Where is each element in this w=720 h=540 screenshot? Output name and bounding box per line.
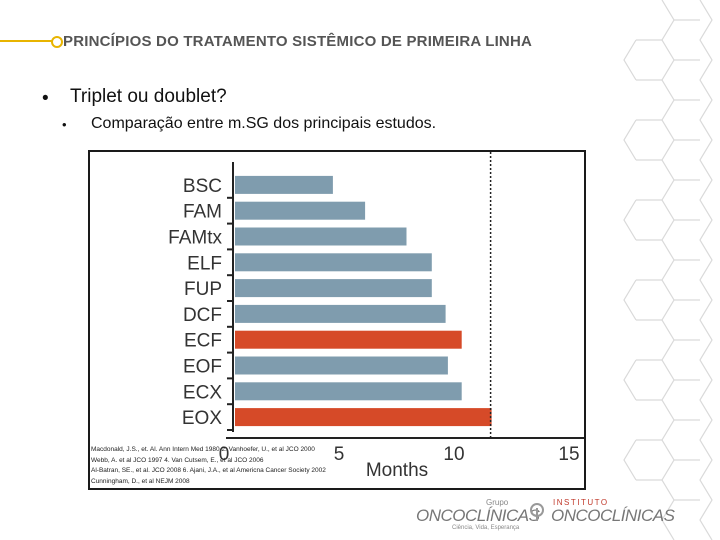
- bullet-main: Triplet ou doublet?: [70, 86, 227, 107]
- bar-elf: [235, 253, 432, 272]
- category-label: ECF: [184, 331, 222, 352]
- x-axis-label: Months: [366, 460, 428, 481]
- category-label: EOF: [183, 357, 222, 378]
- bullet-sub: Comparação entre m.SG dos principais est…: [91, 115, 437, 132]
- category-label: FAMtx: [168, 228, 222, 249]
- bar-famtx: [235, 227, 407, 246]
- reference-line: Al-Batran, SE., et al. JCO 2008 6. Ajani…: [91, 467, 326, 475]
- x-tick-label: 15: [558, 444, 579, 465]
- category-label: BSC: [183, 176, 222, 197]
- category-label: ECX: [183, 382, 222, 403]
- title-accent-line: [0, 40, 52, 42]
- reference-line: Webb, A. et al JCO 1997 4. Van Cutsem, E…: [91, 456, 264, 464]
- category-label: EOX: [182, 408, 222, 429]
- x-tick-label: 0: [219, 444, 230, 465]
- category-label: FAM: [183, 202, 222, 223]
- bar-ecx: [235, 382, 462, 401]
- title-accent-dot: [51, 36, 63, 48]
- category-label: FUP: [184, 279, 222, 300]
- bar-eox: [235, 408, 492, 427]
- reference-line: Cunningham, D., et al NEJM 2008: [91, 477, 190, 485]
- category-label: DCF: [183, 305, 222, 326]
- hexagon-pattern: [623, 0, 713, 540]
- bar-bsc: [235, 175, 333, 194]
- slide-title: PRINCÍPIOS DO TRATAMENTO SISTÊMICO DE PR…: [63, 33, 533, 50]
- references: Macdonald, J.S., et. Al. Ann Intern Med …: [91, 445, 391, 487]
- bar-eof: [235, 356, 448, 375]
- chart-frame: BSC FAM FAMtx ELF FUP DCF ECF EOF ECX EOX 0 5 10 15 Mo…: [88, 150, 586, 490]
- bullet-marker: •: [62, 117, 67, 132]
- bar-fup: [235, 279, 432, 298]
- bar-ecf: [235, 330, 462, 349]
- bar-chart: BSC FAM FAMtx ELF FUP DCF ECF EOF ECX EOX 0 5 10 15 Mo…: [168, 152, 584, 481]
- x-tick-label: 5: [334, 444, 345, 465]
- bullet-marker: •: [42, 88, 49, 109]
- bar-fam: [235, 201, 366, 220]
- instituto-mark-icon: [530, 503, 544, 521]
- bar-dcf: [235, 304, 446, 323]
- category-label: ELF: [187, 253, 222, 274]
- x-tick-label: 10: [443, 444, 464, 465]
- reference-line: Macdonald, J.S., et. Al. Ann Intern Med …: [91, 446, 315, 453]
